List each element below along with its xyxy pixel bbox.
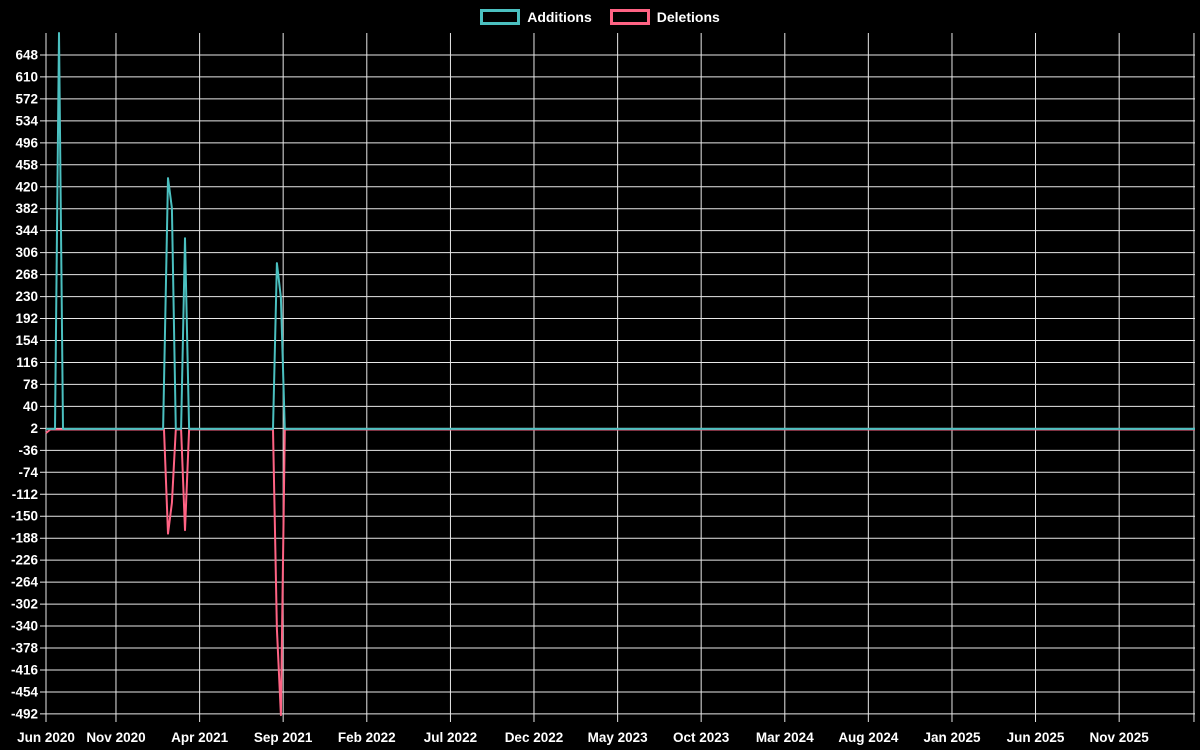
y-tick-label: 572 [15,91,38,106]
legend-item-additions[interactable]: Additions [480,9,592,25]
y-tick-label: 116 [16,355,38,370]
x-tick-label: Apr 2021 [171,730,229,745]
y-tick-label: 192 [15,311,38,326]
y-tick-label: -188 [11,531,39,546]
x-tick-label: Jan 2025 [923,730,981,745]
x-tick-label: Jul 2022 [424,730,477,745]
x-tick-label: Jun 2025 [1007,730,1065,745]
y-tick-label: 2 [30,421,38,436]
y-tick-label: 230 [15,289,38,304]
x-tick-label: Aug 2024 [838,730,899,745]
deletions-swatch-icon [609,9,650,25]
y-tick-label: 268 [15,267,38,282]
y-tick-label: -492 [11,706,38,721]
y-tick-label: 534 [15,113,38,128]
y-tick-label: -112 [12,487,38,502]
y-tick-label: -74 [18,465,38,480]
x-tick-label: Nov 2020 [86,730,145,745]
x-tick-label: Jun 2020 [17,730,75,745]
y-tick-label: 78 [23,377,39,392]
chart-legend: Additions Deletions [0,6,1200,28]
y-tick-label: 306 [15,245,38,260]
y-tick-label: -226 [11,553,39,568]
x-tick-label: Sep 2021 [254,730,313,745]
x-tick-label: May 2023 [588,730,649,745]
y-tick-label: 382 [15,201,38,216]
y-tick-label: -150 [11,509,38,524]
y-tick-label: 496 [15,135,38,150]
series-line-additions [46,32,1195,430]
y-tick-label: -340 [11,619,38,634]
y-tick-label: -302 [11,597,38,612]
series-line-deletions [45,428,1195,717]
x-tick-label: Mar 2024 [756,730,814,745]
y-tick-label: -416 [11,662,39,677]
y-tick-label: 610 [15,69,38,84]
legend-label-additions: Additions [527,9,592,25]
y-tick-label: 420 [15,179,38,194]
y-tick-label: -454 [11,684,39,699]
x-tick-label: Dec 2022 [505,730,564,745]
y-tick-label: 648 [15,47,38,62]
additions-swatch-icon [480,9,521,25]
y-tick-label: 458 [15,157,38,172]
legend-item-deletions[interactable]: Deletions [609,9,720,25]
y-tick-label: -264 [11,575,39,590]
x-tick-label: Nov 2025 [1090,730,1150,745]
y-tick-label: -378 [11,641,39,656]
y-tick-label: 344 [15,223,38,238]
y-tick-label: 40 [23,399,38,414]
x-tick-label: Oct 2023 [673,730,730,745]
x-tick-label: Feb 2022 [338,730,396,745]
y-tick-label: 154 [15,333,38,348]
y-tick-label: -36 [18,443,38,458]
legend-label-deletions: Deletions [656,9,720,25]
